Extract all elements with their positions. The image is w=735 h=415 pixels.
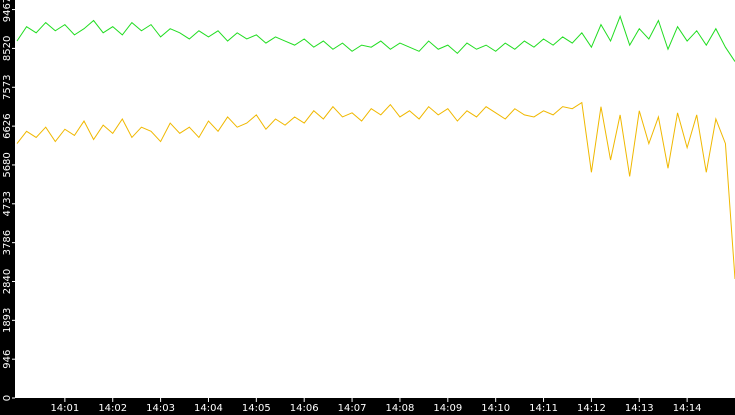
x-tick-label: 14:12 [577,403,606,414]
x-tick-label: 14:13 [625,403,654,414]
y-tick-label: 2840 [2,269,13,294]
y-tick-label: 7573 [2,75,13,100]
x-tick-label: 14:14 [673,403,702,414]
series-line [16,14,735,62]
x-axis-bar [0,398,735,415]
x-tick-label: 14:09 [433,403,462,414]
y-tick-label: 8520 [2,36,13,61]
x-tick-label: 14:10 [481,403,510,414]
x-tick-label: 14:07 [338,403,367,414]
x-tick-label: 14:02 [98,403,127,414]
y-axis-bar [0,0,15,415]
x-tick-label: 14:03 [146,403,175,414]
y-tick-label: 5680 [2,152,13,177]
x-tick-label: 14:04 [194,403,223,414]
x-tick-label: 14:08 [386,403,415,414]
y-tick-label: 946 [2,350,13,369]
x-tick-label: 14:06 [290,403,319,414]
series-line [16,101,735,280]
y-tick-label: 4733 [2,191,13,216]
y-tick-label: 9467 [2,0,13,22]
y-tick-label: 6626 [2,113,13,138]
x-tick-label: 14:01 [50,403,79,414]
y-tick-label: 3786 [2,230,13,255]
x-tick-label: 14:05 [242,403,271,414]
y-tick-label: 1893 [2,308,13,333]
y-tick-label: 0 [2,395,13,401]
x-tick-label: 14:11 [529,403,558,414]
